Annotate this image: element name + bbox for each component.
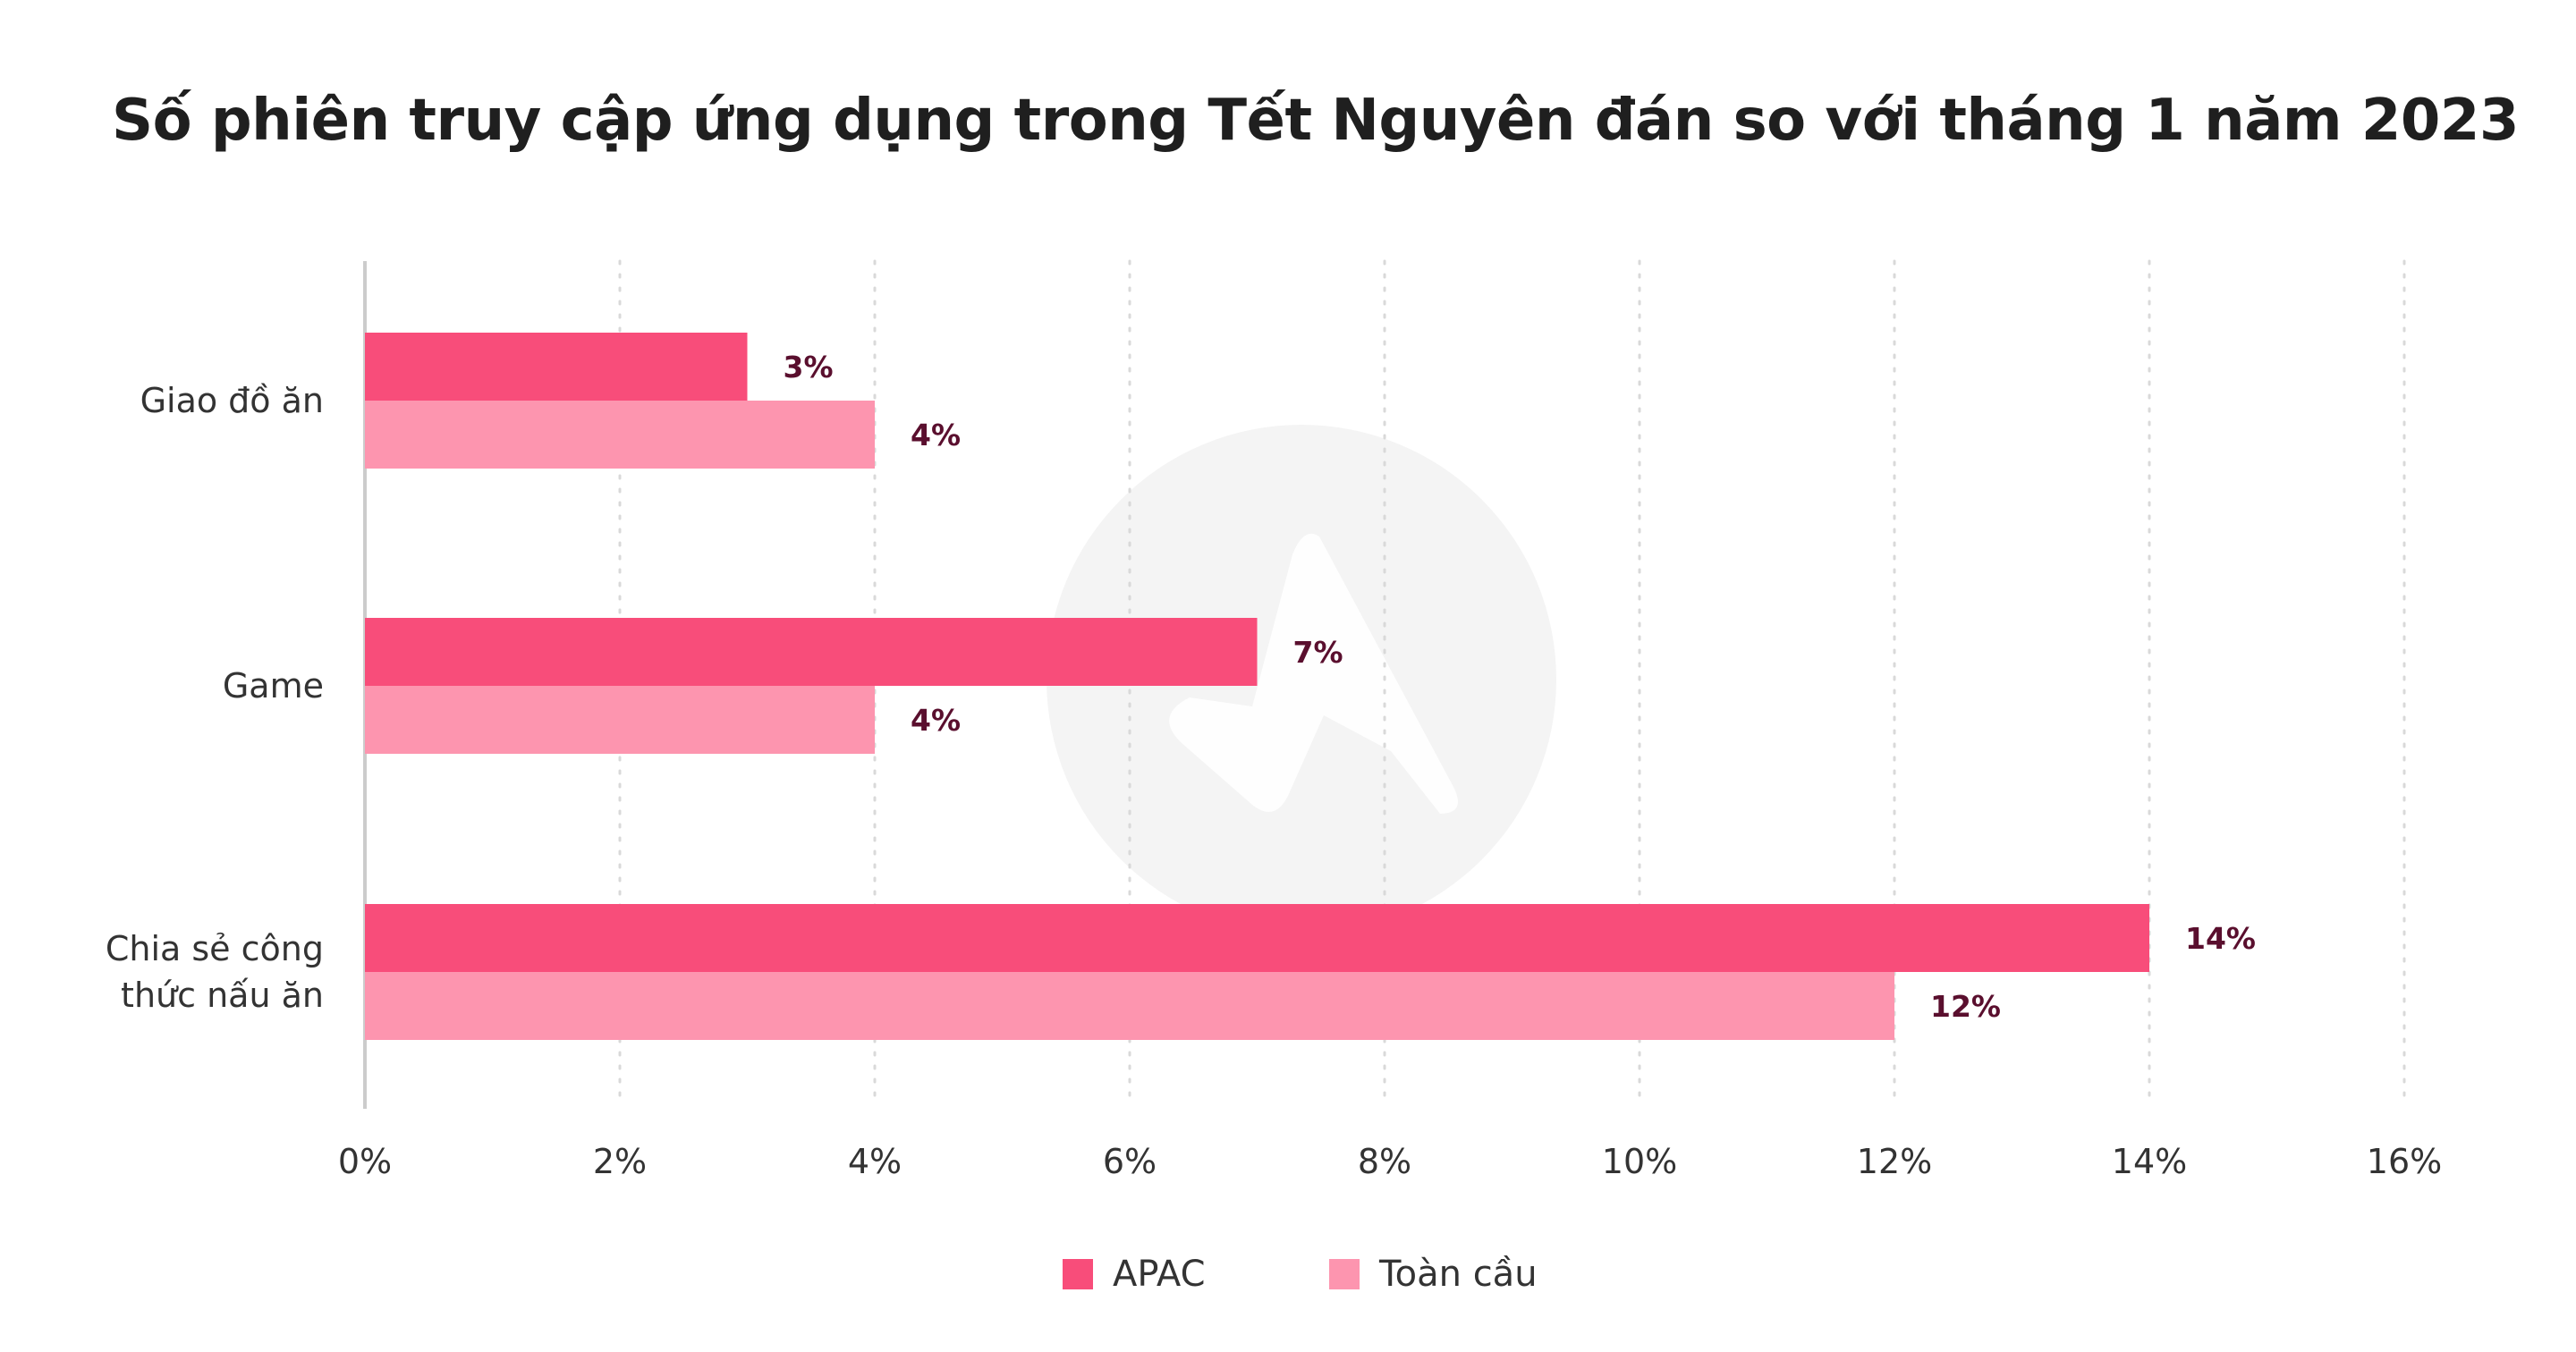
category-label: Giao đồ ăn [140, 381, 324, 420]
bar-global [365, 686, 875, 754]
bar-global [365, 401, 875, 469]
legend: APAC Toàn cầu [1063, 1254, 1538, 1295]
bar-apac [365, 618, 1258, 686]
category-label: Chia sẻ công [106, 929, 324, 968]
x-tick-label: 6% [1103, 1142, 1157, 1181]
x-tick-label: 12% [1857, 1142, 1932, 1181]
category-label: thức nấu ăn [121, 976, 324, 1015]
chart-title: Số phiên truy cập ứng dụng trong Tết Ngu… [112, 88, 2519, 154]
bars [365, 333, 2149, 1040]
data-label: 3% [784, 350, 834, 384]
x-tick-label: 2% [593, 1142, 647, 1181]
x-tick-label: 0% [338, 1142, 392, 1181]
x-tick-label: 16% [2367, 1142, 2442, 1181]
data-label: 12% [1930, 989, 2001, 1024]
bar-apac [365, 904, 2149, 972]
bar-global [365, 972, 1894, 1040]
x-tick-label: 10% [1602, 1142, 1677, 1181]
category-label: Game [223, 666, 324, 706]
data-label: 14% [2185, 921, 2256, 956]
data-label: 4% [911, 703, 961, 738]
legend-label-apac: APAC [1113, 1254, 1206, 1295]
data-label: 7% [1293, 635, 1343, 670]
bar-apac [365, 333, 748, 401]
x-tick-label: 4% [848, 1142, 902, 1181]
data-label: 4% [911, 418, 961, 452]
legend-swatch-apac [1063, 1259, 1093, 1289]
x-tick-label: 14% [2112, 1142, 2187, 1181]
legend-label-global: Toàn cầu [1378, 1254, 1538, 1295]
x-tick-label: 8% [1358, 1142, 1411, 1181]
labels: 0% 2% 4% 6% 8% 10% 12% 14% 16% 3% 7% 14% 4% 4% 12% Giao… [106, 350, 2442, 1181]
legend-swatch-global [1329, 1259, 1360, 1289]
